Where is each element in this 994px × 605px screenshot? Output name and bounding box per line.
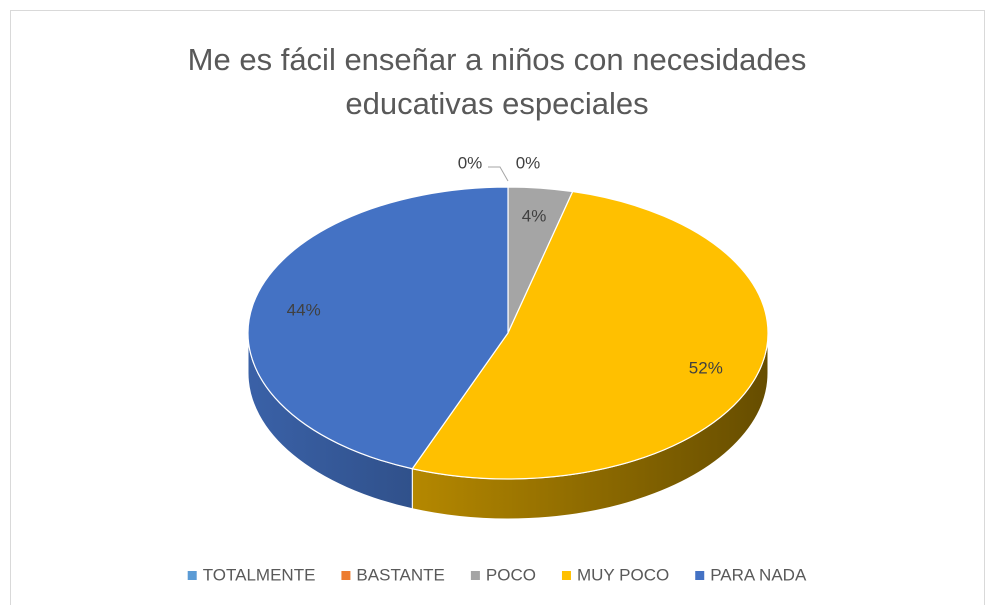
leader-line: [488, 166, 509, 182]
chart-title: Me es fácil enseñar a niños con necesida…: [187, 42, 807, 121]
data-label: 44%: [287, 301, 321, 320]
pie-slice: [247, 186, 509, 470]
data-label: 0%: [516, 153, 541, 172]
legend-label: PARA NADA: [710, 565, 807, 584]
legend-swatch: [695, 571, 705, 580]
data-label: 4%: [522, 207, 547, 226]
legend-label: POCO: [486, 565, 536, 584]
legend-label: MUY POCO: [577, 565, 669, 584]
legend-label: TOTALMENTE: [203, 565, 316, 584]
pie-slice: [411, 190, 769, 480]
chart-border: [10, 10, 985, 605]
legend-label: BASTANTE: [356, 565, 444, 584]
data-label: 52%: [689, 359, 723, 378]
legend-swatch: [561, 571, 571, 580]
legend-swatch: [341, 571, 351, 580]
legend-swatch: [470, 571, 480, 580]
data-label: 0%: [458, 153, 483, 172]
legend-swatch: [187, 571, 197, 580]
